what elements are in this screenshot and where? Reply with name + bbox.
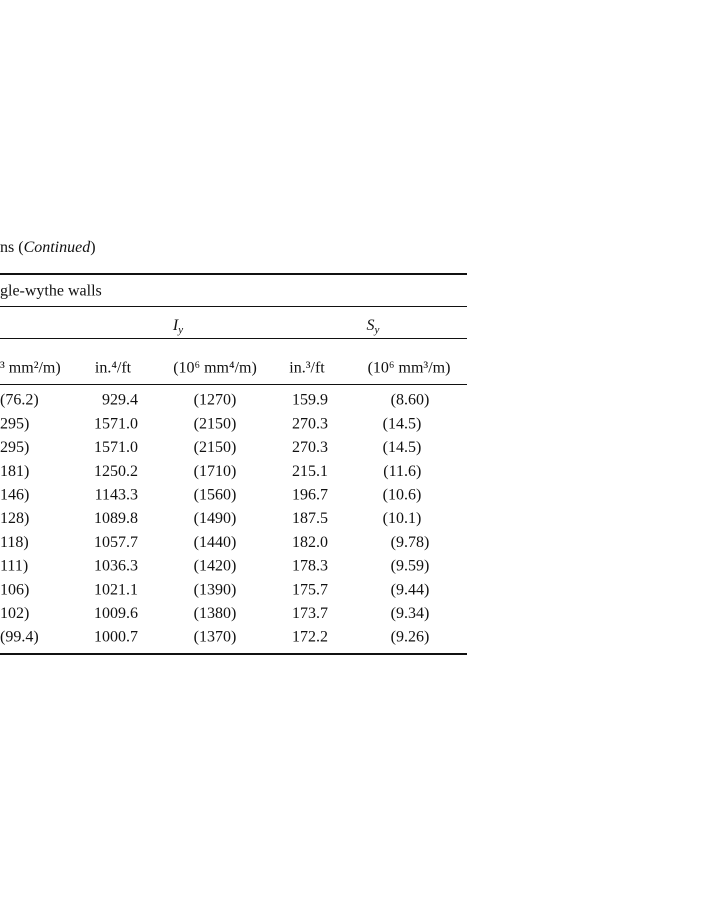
table-cell: (1420)	[194, 558, 237, 575]
table-cell: (10.6)	[383, 486, 422, 503]
table-cell: 295)	[0, 439, 29, 456]
table-cell: 181)	[0, 463, 29, 480]
column-header: in.⁴/ft	[95, 360, 132, 377]
table-cell: (9.34)	[391, 605, 430, 622]
table-cell: 175.7	[292, 581, 328, 598]
table-cell: 1571.0	[94, 415, 138, 432]
column-header: in.³/ft	[289, 360, 325, 377]
table-cell: (1440)	[194, 534, 237, 551]
table-cell: 1009.6	[94, 605, 138, 622]
table-cell: 215.1	[292, 463, 328, 480]
subscript: y	[177, 324, 183, 336]
table-cell: (10.1)	[383, 510, 422, 527]
table-cell: 1000.7	[94, 629, 138, 646]
table-cell: (9.78)	[391, 534, 430, 551]
table-cell: (2150)	[194, 439, 237, 456]
table-cell: 1057.7	[94, 534, 138, 551]
caption-emphasis: Continued	[24, 239, 92, 256]
table-cell: (9.59)	[391, 558, 430, 575]
subscript: y	[374, 324, 380, 336]
column-header: (10⁶ mm⁴/m)	[173, 360, 257, 377]
table-cell: (9.26)	[391, 629, 430, 646]
table-cell: 128)	[0, 510, 29, 527]
table-cell: 173.7	[292, 605, 328, 622]
table-cell: (14.5)	[383, 415, 422, 432]
column-header: (10⁶ mm³/m)	[368, 360, 451, 377]
table-cell: (9.44)	[391, 581, 430, 598]
subgroup-header: Iy	[172, 317, 183, 336]
table-cell: 102)	[0, 605, 29, 622]
symbol: I	[172, 317, 179, 334]
table-cell: (1270)	[194, 392, 237, 409]
table-cell: 929.4	[102, 392, 138, 409]
table-cell: 1089.8	[94, 510, 138, 527]
table-cell: (1370)	[194, 629, 237, 646]
table-cell: 270.3	[292, 439, 328, 456]
table-cell: (1390)	[194, 581, 237, 598]
table-cell: (1560)	[194, 486, 237, 503]
table-cell: (14.5)	[383, 439, 422, 456]
caption-text: ns (	[0, 239, 24, 256]
caption-close: )	[90, 239, 95, 256]
table-cell: 172.2	[292, 629, 328, 646]
table-cell: 187.5	[292, 510, 328, 527]
table-cell: 1143.3	[95, 486, 138, 503]
table-cell: 178.3	[292, 558, 328, 575]
table-cell: (1380)	[194, 605, 237, 622]
table-cell: 196.7	[292, 486, 328, 503]
table-cell: 146)	[0, 486, 29, 503]
table-cell: (76.2)	[0, 392, 39, 409]
table-cell: 111)	[0, 558, 28, 575]
table-cell: (1710)	[194, 463, 237, 480]
table-cell: 270.3	[292, 415, 328, 432]
table-cell: 106)	[0, 581, 29, 598]
table-cell: 1250.2	[94, 463, 138, 480]
table-cell: 1036.3	[94, 558, 138, 575]
table-cell: 159.9	[292, 392, 328, 409]
subgroup-header: Sy	[367, 317, 380, 336]
group-header: gle-wythe walls	[0, 283, 102, 300]
table-cell: 182.0	[292, 534, 328, 551]
table-cell: (11.6)	[383, 463, 421, 480]
column-header: ³ mm²/m)	[0, 360, 61, 377]
table-cell: (99.4)	[0, 629, 39, 646]
symbol: S	[367, 317, 375, 334]
table-cell: (1490)	[194, 510, 237, 527]
table-cell: 118)	[0, 534, 29, 551]
table-cell: 295)	[0, 415, 29, 432]
table-cell: (8.60)	[391, 392, 430, 409]
table-cell: 1021.1	[94, 581, 138, 598]
caption: ns (Continued)	[0, 239, 96, 256]
table-cell: 1571.0	[94, 439, 138, 456]
table-cell: (2150)	[194, 415, 237, 432]
